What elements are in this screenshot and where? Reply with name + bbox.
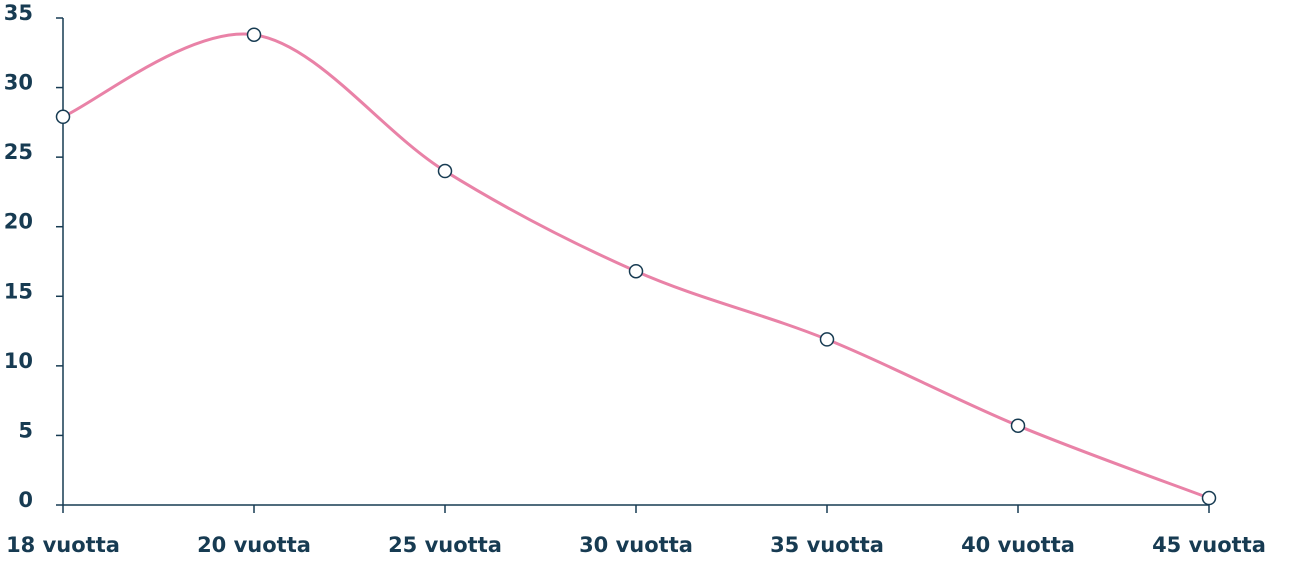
point: [628, 263, 644, 279]
point: [819, 332, 835, 347]
x-tick-label: 20 vuotta: [197, 533, 311, 557]
y-tick-label: 25: [4, 140, 33, 164]
y-tick-label: 10: [4, 349, 33, 373]
x-tick-label: 30 vuotta: [579, 533, 693, 557]
point: [1010, 418, 1026, 433]
x-tick-label: 25 vuotta: [388, 533, 502, 557]
x-tick-label: 18 vuotta: [6, 533, 120, 557]
x-tick-label: 40 vuotta: [961, 533, 1075, 557]
y-tick-label: 5: [18, 418, 33, 442]
x-tick-label: 45 vuotta: [1152, 533, 1266, 557]
x-tick-label: 35 vuotta: [770, 533, 884, 557]
point: [1201, 490, 1217, 506]
y-tick-label: 35: [4, 1, 33, 25]
y-tick-label: 0: [18, 488, 33, 512]
point: [437, 163, 453, 179]
point: [55, 109, 71, 125]
y-tick-label: 30: [4, 71, 33, 95]
y-tick-label: 15: [4, 279, 33, 303]
point: [246, 27, 262, 42]
y-tick-label: 20: [4, 210, 33, 234]
